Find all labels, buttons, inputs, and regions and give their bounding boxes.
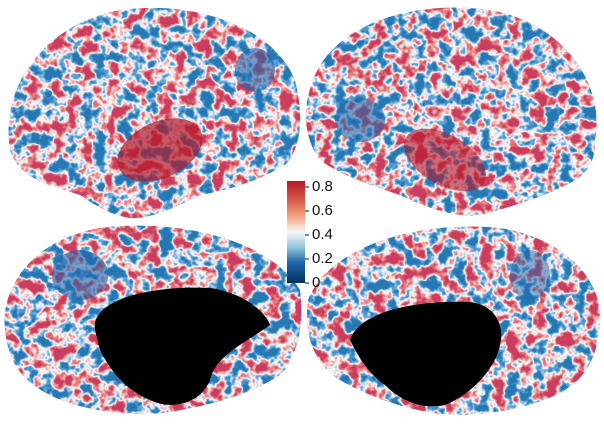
colorbar — [287, 181, 305, 283]
colorbar-tick-label: 0.8 — [312, 178, 333, 195]
colorbar-tick-label: 0 — [312, 274, 320, 291]
colorbar-tick-label: 0.4 — [312, 226, 333, 243]
medial-wall — [94, 287, 270, 405]
colorbar-tick-label: 0.2 — [312, 250, 333, 267]
colorbar-tick-label: 0.6 — [312, 202, 333, 219]
medial-wall — [350, 301, 502, 407]
